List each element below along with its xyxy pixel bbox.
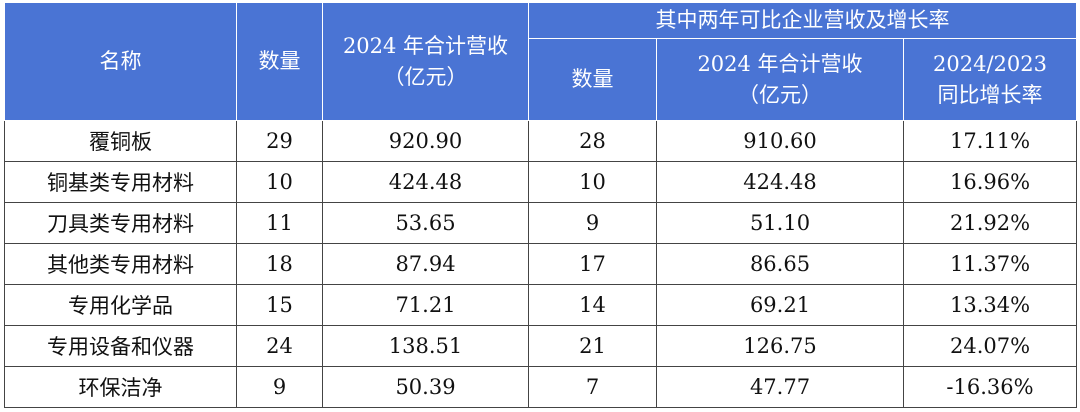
header-comparable-count: 数量	[528, 38, 657, 121]
header-comparable-revenue-line2: （亿元）	[738, 82, 822, 107]
table-row: 专用设备和仪器 24 138.51 21 126.75 24.07%	[4, 325, 1078, 367]
cell-count: 29	[236, 120, 323, 162]
cell-growth: 17.11%	[902, 120, 1078, 162]
cell-comparable-revenue: 126.75	[656, 325, 904, 367]
cell-revenue: 138.51	[322, 325, 529, 367]
cell-comparable-count: 14	[528, 284, 657, 326]
cell-comparable-revenue: 69.21	[656, 284, 904, 326]
header-comparable-group: 其中两年可比企业营收及增长率	[527, 2, 1078, 39]
cell-count: 10	[236, 161, 323, 203]
table-row: 铜基类专用材料 10 424.48 10 424.48 16.96%	[4, 161, 1078, 203]
header-revenue: 2024 年合计营收 （亿元）	[322, 2, 529, 121]
table-row: 其他类专用材料 18 87.94 17 86.65 11.37%	[4, 243, 1078, 285]
table-row: 专用化学品 15 71.21 14 69.21 13.34%	[4, 284, 1078, 326]
cell-growth: 11.37%	[902, 243, 1078, 285]
cell-revenue: 87.94	[322, 243, 529, 285]
header-comparable-revenue: 2024 年合计营收 （亿元）	[656, 38, 904, 121]
cell-comparable-revenue: 51.10	[656, 202, 904, 244]
cell-comparable-count: 28	[528, 120, 657, 162]
table-row: 环保洁净 9 50.39 7 47.77 -16.36%	[4, 366, 1078, 408]
header-revenue-line2: （亿元）	[383, 64, 468, 89]
cell-revenue: 53.65	[322, 202, 529, 244]
cell-revenue: 424.48	[322, 161, 529, 203]
header-name: 名称	[4, 2, 237, 121]
header-growth: 2024/2023 同比增长率	[902, 38, 1078, 121]
cell-name: 专用化学品	[4, 284, 237, 326]
cell-growth: 13.34%	[902, 284, 1078, 326]
table-row: 刀具类专用材料 11 53.65 9 51.10 21.92%	[4, 202, 1078, 244]
header-revenue-line1: 2024 年合计营收	[342, 34, 509, 59]
cell-count: 11	[236, 202, 323, 244]
cell-name: 环保洁净	[4, 366, 237, 408]
cell-growth: 16.96%	[902, 161, 1078, 203]
table-row: 覆铜板 29 920.90 28 910.60 17.11%	[4, 120, 1078, 162]
cell-revenue: 920.90	[322, 120, 529, 162]
header-growth-line2: 同比增长率	[937, 82, 1043, 107]
cell-count: 15	[236, 284, 323, 326]
header-growth-line1: 2024/2023	[933, 52, 1047, 77]
cell-comparable-count: 17	[528, 243, 657, 285]
cell-revenue: 50.39	[322, 366, 529, 408]
cell-name: 专用设备和仪器	[4, 325, 237, 367]
cell-comparable-count: 10	[528, 161, 657, 203]
cell-name: 铜基类专用材料	[4, 161, 237, 203]
cell-count: 9	[236, 366, 323, 408]
cell-comparable-revenue: 47.77	[656, 366, 904, 408]
cell-comparable-count: 9	[528, 202, 657, 244]
cell-growth: 21.92%	[902, 202, 1078, 244]
cell-comparable-count: 21	[528, 325, 657, 367]
cell-count: 18	[236, 243, 323, 285]
cell-comparable-revenue: 424.48	[656, 161, 904, 203]
revenue-table: 名称 数量 2024 年合计营收 （亿元） 其中两年可比企业营收及增长率 数量 …	[4, 2, 1078, 408]
cell-growth: -16.36%	[902, 366, 1078, 408]
cell-name: 刀具类专用材料	[4, 202, 237, 244]
cell-comparable-count: 7	[528, 366, 657, 408]
header-comparable-revenue-line1: 2024 年合计营收	[697, 52, 863, 77]
cell-comparable-revenue: 86.65	[656, 243, 904, 285]
header-count: 数量	[236, 2, 323, 121]
cell-revenue: 71.21	[322, 284, 529, 326]
cell-name: 覆铜板	[4, 120, 237, 162]
cell-growth: 24.07%	[902, 325, 1078, 367]
cell-count: 24	[236, 325, 323, 367]
cell-name: 其他类专用材料	[4, 243, 237, 285]
cell-comparable-revenue: 910.60	[656, 120, 904, 162]
